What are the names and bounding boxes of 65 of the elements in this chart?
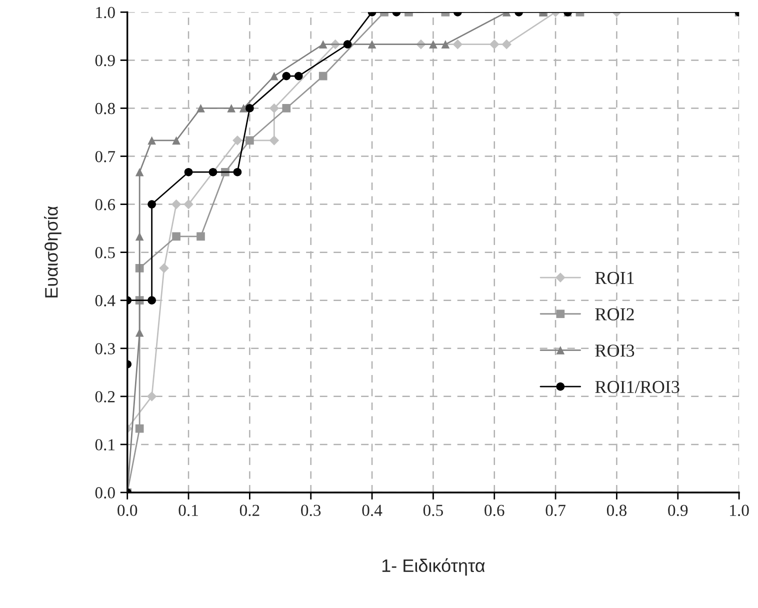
point: [294, 72, 303, 80]
legend-label: ROI2: [595, 308, 634, 320]
y-tick-label: 0.4: [95, 295, 116, 306]
point: [502, 39, 512, 50]
y-axis-title: Ευαισθησία: [44, 206, 62, 298]
x-tick-label: 0.4: [362, 504, 382, 516]
x-tick-label: 0.9: [668, 504, 688, 516]
x-tick-label: 0.6: [484, 504, 504, 516]
point: [172, 232, 180, 241]
point: [270, 72, 278, 80]
point: [368, 40, 376, 49]
point: [172, 136, 180, 145]
y-tick-label: 0.9: [95, 54, 115, 66]
point: [246, 104, 254, 112]
x-tick-label: 1.0: [730, 504, 749, 516]
point: [148, 200, 156, 208]
y-tick-label: 0.8: [95, 102, 115, 114]
point: [282, 72, 291, 80]
y-tick-label: 0.3: [95, 343, 115, 354]
x-tick-label: 0.3: [301, 504, 321, 516]
point: [135, 424, 144, 433]
point: [318, 72, 328, 80]
point: [452, 39, 463, 50]
y-tick-label: 0.7: [95, 150, 116, 162]
y-tick-label: 0.5: [95, 247, 115, 258]
point: [282, 104, 291, 112]
point: [196, 232, 205, 241]
point: [232, 135, 242, 146]
y-tick-label: 0.0: [95, 487, 115, 498]
point: [135, 168, 144, 176]
point: [208, 168, 218, 176]
point: [318, 40, 328, 49]
legend-label: ROI1: [595, 272, 634, 284]
point: [246, 136, 254, 145]
x-tick-label: 0.2: [240, 504, 260, 516]
x-tick-label: 0.1: [178, 504, 198, 516]
point: [269, 135, 280, 146]
point: [184, 168, 193, 176]
x-tick-label: 0.7: [546, 504, 566, 516]
point: [227, 104, 236, 112]
y-tick-label: 0.1: [95, 439, 115, 450]
point: [233, 168, 242, 176]
point: [343, 40, 352, 49]
point: [269, 103, 280, 114]
point: [196, 104, 205, 112]
y-tick-label: 0.6: [95, 198, 116, 210]
point: [146, 392, 157, 402]
point: [159, 263, 169, 274]
x-tick-label: 0.0: [118, 504, 138, 516]
point: [184, 199, 194, 210]
x-axis-title: 1- Ειδικότητα: [382, 558, 485, 576]
point: [171, 199, 182, 210]
x-tick-label: 0.8: [606, 504, 626, 516]
point: [489, 39, 500, 50]
point: [239, 104, 248, 112]
legend-label: ROI3: [595, 344, 634, 357]
point: [148, 136, 156, 145]
legend-label: ROI1/ROI3: [595, 380, 680, 394]
point: [429, 40, 438, 49]
point: [441, 40, 450, 49]
y-tick-label: 0.2: [95, 391, 115, 402]
point: [135, 232, 144, 241]
point: [148, 296, 156, 305]
y-tick-label: 1.0: [96, 6, 115, 18]
x-tick-label: 0.5: [423, 504, 443, 516]
